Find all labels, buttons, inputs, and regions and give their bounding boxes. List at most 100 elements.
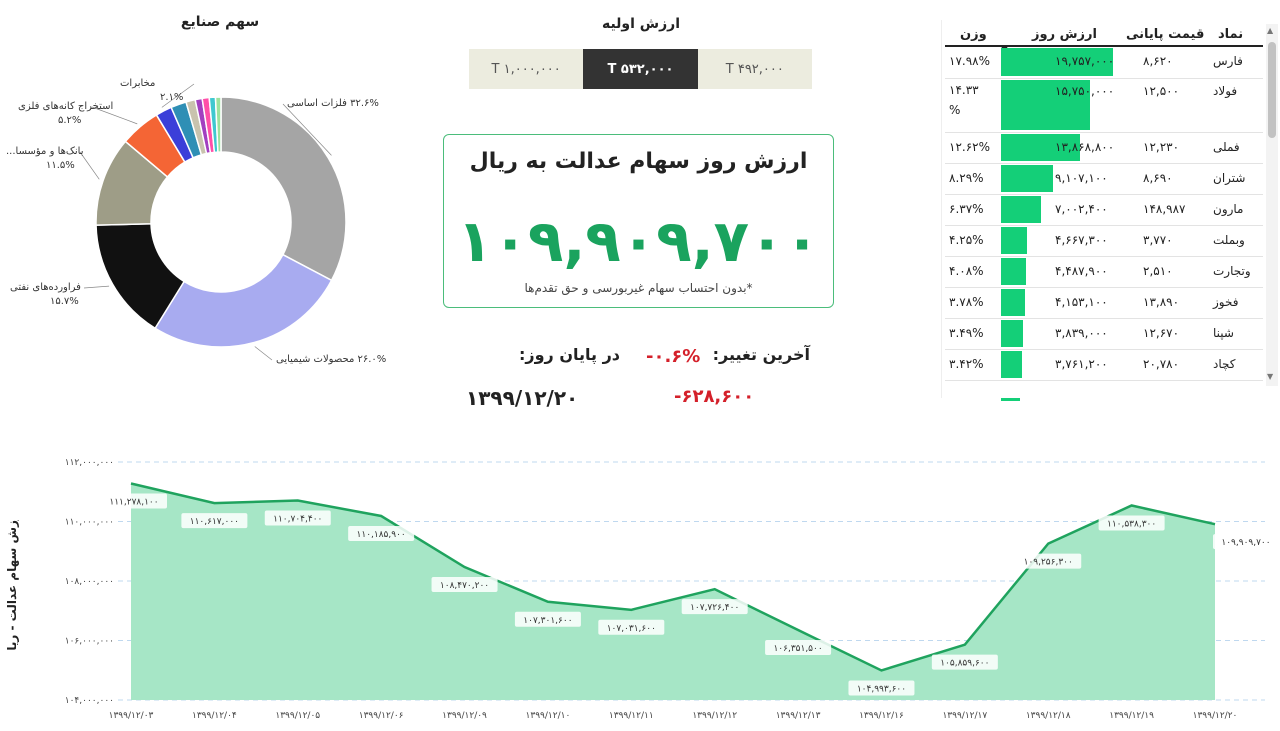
y-tick-label: ۱۱۲,۰۰۰,۰۰۰ xyxy=(65,458,114,468)
stocks-table xyxy=(941,20,1280,398)
cell-day-value: ۴,۱۵۳,۱۰۰ xyxy=(1055,295,1108,309)
donut-title: سهم صنایع xyxy=(180,14,260,30)
day-value-bar xyxy=(1001,227,1027,254)
data-label: ۱۰۸,۴۷۰,۲۰۰ xyxy=(431,577,498,593)
data-label-text: ۱۰۴,۹۹۳,۶۰۰ xyxy=(857,684,906,694)
table-row[interactable]: مارون ۱۴۸,۹۸۷ ۷,۰۰۲,۴۰۰ ۶.۳۷% xyxy=(945,194,1263,226)
table-scroll-thumb[interactable] xyxy=(1268,42,1276,138)
x-tick-label: ۱۳۹۹/۱۲/۱۸ xyxy=(1026,711,1071,721)
table-row[interactable]: فولاد ۱۲,۵۰۰ ۱۵,۷۵۰,۰۰۰ ۱۴.۳۳ % xyxy=(945,78,1263,133)
cell-weight: ۱۴.۳۳ % xyxy=(949,83,979,117)
data-label-text: ۱۰۹,۲۵۶,۳۰۰ xyxy=(1024,558,1073,568)
initial-value-option-492000[interactable]: T ۴۹۲,۰۰۰ xyxy=(697,49,812,89)
cell-weight: ۳.۴۲% xyxy=(949,357,984,371)
table-row[interactable]: فخوز ۱۳,۸۹۰ ۴,۱۵۳,۱۰۰ ۳.۷۸% xyxy=(945,287,1263,319)
donut-label: ۳۲.۶% فلزات اساسی xyxy=(287,98,379,109)
day-value-bar xyxy=(1001,134,1080,161)
data-label-box xyxy=(1098,515,1165,531)
data-label-text: ۱۰۹,۹۰۹,۷۰۰ xyxy=(1221,538,1270,548)
col-header-final-price[interactable]: قیمت پایانی xyxy=(1126,27,1205,42)
donut-slice[interactable] xyxy=(154,253,333,348)
chart-y-axis-label: ارزش سهام عدالت - ریال xyxy=(2,509,22,661)
cell-weight: ۸.۲۹% xyxy=(949,171,984,185)
data-label-box xyxy=(348,525,415,541)
col-header-weight[interactable]: وزن xyxy=(960,27,987,42)
donut-slice[interactable] xyxy=(214,96,222,153)
cell-symbol: شتران xyxy=(1213,171,1246,185)
table-bar-next xyxy=(1001,398,1020,401)
table-row[interactable]: وبملت ۳,۷۷۰ ۴,۶۶۷,۳۰۰ ۴.۲۵% xyxy=(945,225,1263,257)
scroll-down-icon[interactable]: ▼ xyxy=(1267,372,1274,381)
data-label-text: ۱۱۰,۷۰۴,۴۰۰ xyxy=(273,515,322,525)
table-row[interactable]: کچاد ۲۰,۷۸۰ ۳,۷۶۱,۲۰۰ ۳.۴۲% xyxy=(945,349,1263,381)
last-change-percent: -۰.۶% xyxy=(646,346,701,367)
data-label-text: ۱۱۰,۶۱۷,۰۰۰ xyxy=(190,517,239,527)
cell-symbol: فولاد xyxy=(1213,84,1238,98)
day-value-note: *بدون احتساب سهام غیربورسی و حق تقدم‌ها xyxy=(524,281,753,295)
cell-day-value: ۴,۶۶۷,۳۰۰ xyxy=(1055,233,1108,247)
value-history-chart: ۱۰۴,۰۰۰,۰۰۰ ۱۰۶,۰۰۰,۰۰۰ ۱۰۸,۰۰۰,۰۰۰ ۱۱۰,۰۰۰… xyxy=(65,458,1279,721)
cell-day-value: ۱۳,۸۶۸,۸۰۰ xyxy=(1055,140,1115,154)
data-label: ۱۰۷,۰۳۱,۶۰۰ xyxy=(598,619,665,635)
cell-final-price: ۱۲,۶۷۰ xyxy=(1143,326,1180,340)
data-label: ۱۱۰,۵۳۸,۳۰۰ xyxy=(1098,515,1165,531)
data-label: ۱۰۵,۸۵۹,۶۰۰ xyxy=(931,654,998,670)
day-value-bar xyxy=(1001,289,1025,316)
data-label-text: ۱۰۷,۷۲۶,۴۰۰ xyxy=(690,603,739,613)
cell-weight: ۳.۴۹% xyxy=(949,326,984,340)
donut-label: ۲۶.۰% محصولات شیمیایی xyxy=(276,354,387,365)
cell-final-price: ۲۰,۷۸۰ xyxy=(1143,357,1180,371)
y-tick-label: ۱۰۸,۰۰۰,۰۰۰ xyxy=(65,577,114,587)
data-label-box xyxy=(931,654,998,670)
data-label-box xyxy=(264,510,331,526)
cell-symbol: فارس xyxy=(1213,54,1243,68)
cell-symbol: فخوز xyxy=(1213,295,1239,309)
data-label-box xyxy=(681,599,748,615)
initial-value-option-532000[interactable]: T ۵۳۲,۰۰۰ xyxy=(583,49,698,89)
x-tick-label: ۱۳۹۹/۱۲/۱۰ xyxy=(526,711,571,721)
x-tick-label: ۱۳۹۹/۱۲/۱۷ xyxy=(942,711,987,721)
cell-symbol: وبملت xyxy=(1213,233,1245,247)
cell-day-value: ۴,۴۸۷,۹۰۰ xyxy=(1055,264,1108,278)
donut-label-percent: ۱۱.۵% xyxy=(46,160,75,171)
initial-value-option-1000000[interactable]: T ۱,۰۰۰,۰۰۰ xyxy=(469,49,584,89)
x-tick-label: ۱۳۹۹/۱۲/۱۹ xyxy=(1109,711,1154,721)
data-label-text: ۱۰۷,۳۰۱,۶۰۰ xyxy=(523,616,572,626)
day-value-bar xyxy=(1001,165,1053,192)
cell-final-price: ۸,۶۹۰ xyxy=(1143,171,1173,185)
table-row[interactable]: شپنا ۱۲,۶۷۰ ۳,۸۳۹,۰۰۰ ۳.۴۹% xyxy=(945,318,1263,350)
day-value-bar xyxy=(1001,258,1026,285)
table-row[interactable]: وتجارت ۲,۵۱۰ ۴,۴۸۷,۹۰۰ ۴.۰۸% xyxy=(945,256,1263,288)
x-tick-label: ۱۳۹۹/۱۲/۰۳ xyxy=(109,711,154,721)
end-day-label: در پایان روز: xyxy=(518,345,620,364)
cell-day-value: ۷,۰۰۲,۴۰۰ xyxy=(1055,202,1108,216)
donut-leader-line xyxy=(79,151,100,180)
data-label: ۱۰۷,۳۰۱,۶۰۰ xyxy=(514,611,581,627)
col-header-symbol[interactable]: نماد xyxy=(1218,27,1244,42)
x-tick-label: ۱۳۹۹/۱۲/۱۳ xyxy=(776,711,821,721)
cell-day-value: ۹,۱۰۷,۱۰۰ xyxy=(1055,171,1108,185)
donut-label-percent: ۲.۱% xyxy=(160,92,184,103)
day-value-bar xyxy=(1001,320,1023,347)
table-row[interactable]: فملی ۱۲,۲۳۰ ۱۳,۸۶۸,۸۰۰ ۱۲.۶۲% xyxy=(945,132,1263,164)
cell-symbol: وتجارت xyxy=(1213,264,1251,278)
col-header-day-value[interactable]: ارزش روز xyxy=(1032,27,1097,42)
donut-leader-line xyxy=(282,103,332,156)
donut-label: بانک‌ها و مؤسسا... xyxy=(6,146,84,157)
data-label-box xyxy=(181,513,248,529)
data-label: ۱۰۷,۷۲۶,۴۰۰ xyxy=(681,599,748,615)
donut-slice[interactable] xyxy=(220,96,347,282)
donut-label-percent: ۵.۲% xyxy=(58,115,82,126)
table-row[interactable]: فارس ۸,۶۲۰ ۱۹,۷۵۷,۰۰۰ ۱۷.۹۸% xyxy=(945,46,1263,79)
data-label-box xyxy=(848,680,915,696)
donut-label: استخراج کانه‌های فلزی xyxy=(18,101,114,112)
table-row[interactable]: شتران ۸,۶۹۰ ۹,۱۰۷,۱۰۰ ۸.۲۹% xyxy=(945,163,1263,195)
cell-symbol: مارون xyxy=(1213,202,1244,216)
donut-label-percent: ۱۵.۷% xyxy=(50,296,79,307)
cell-final-price: ۲,۵۱۰ xyxy=(1143,264,1173,278)
day-value-bar xyxy=(1001,48,1113,76)
data-label: ۱۱۰,۷۰۴,۴۰۰ xyxy=(264,510,331,526)
day-value-bar xyxy=(1001,80,1090,130)
scroll-up-icon[interactable]: ▲ xyxy=(1267,26,1274,35)
initial-value-title: ارزش اولیه xyxy=(601,16,681,32)
